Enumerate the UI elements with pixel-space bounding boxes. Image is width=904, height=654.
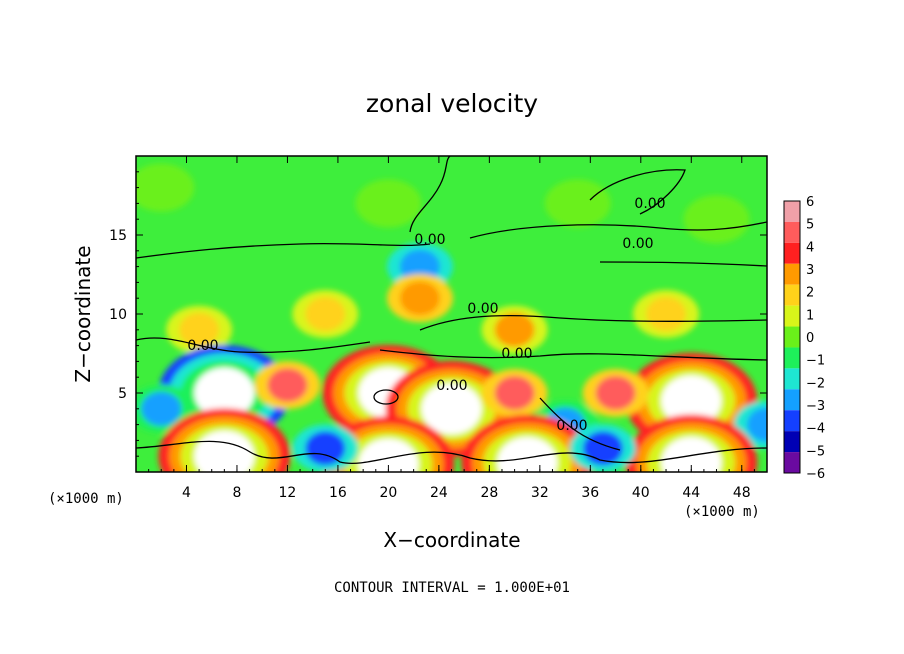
field-core (494, 376, 535, 410)
contour-line (539, 397, 621, 451)
field-core (497, 437, 558, 472)
field-core (358, 438, 419, 472)
colorbar: 6 5 4 3 2 1 0 −1 −2 −3 −4 −5 −6 (783, 195, 825, 482)
colorbar-tick-label: −5 (806, 444, 825, 459)
x-tick-label: 16 (329, 485, 347, 501)
field-core (267, 368, 308, 403)
velocity-field (136, 163, 767, 472)
x-tick-label: 4 (182, 485, 191, 501)
colorbar-swatch (784, 263, 800, 285)
colorbar-tick-label: −4 (806, 422, 825, 437)
colorbar-swatch (784, 368, 800, 390)
colorbar-tick-label: −2 (806, 376, 825, 391)
contour-label: 0.00 (436, 378, 467, 394)
x-tick-label: 48 (733, 485, 751, 501)
x-tick-label: 44 (682, 485, 700, 501)
contour-line (469, 221, 767, 239)
colorbar-swatch (784, 201, 800, 222)
x-tick-label: 28 (480, 485, 498, 501)
contour-line (136, 337, 371, 354)
contour-line (409, 156, 451, 233)
field-core (646, 297, 687, 331)
y-tick-label: 5 (118, 386, 127, 402)
field-core (305, 297, 346, 331)
x-tick-label: 20 (379, 485, 397, 501)
colorbar-tick-label: −6 (806, 467, 825, 482)
field-core (595, 376, 636, 410)
field-core (194, 367, 255, 419)
contour-line (136, 440, 767, 464)
contour-label: 0.00 (414, 232, 445, 248)
contour-labels: 0.00 0.00 0.00 0.00 0.00 0.00 0.00 0.00 (187, 196, 665, 434)
field-core (368, 186, 409, 221)
y-tick-label: 10 (109, 307, 127, 323)
contour-label: 0.00 (622, 236, 653, 252)
colorbar-tick-label: 6 (806, 195, 814, 210)
colorbar-swatch (784, 410, 800, 432)
y-tick-label: 15 (109, 228, 127, 244)
x-unit-left: (×1000 m) (48, 491, 124, 507)
colorbar-tick-label: 2 (806, 286, 814, 301)
contour-interval-note: CONTOUR INTERVAL = 1.000E+01 (334, 580, 570, 596)
contour-label: 0.00 (556, 418, 587, 434)
field-core (494, 312, 535, 347)
contour-label: 0.00 (501, 346, 532, 362)
y-axis-label: Z−coordinate (71, 245, 95, 382)
contour-line (373, 389, 399, 405)
colorbar-tick-label: 3 (806, 263, 814, 278)
zero-contours (136, 156, 767, 464)
colorbar-tick-label: −1 (806, 354, 825, 369)
contour-label: 0.00 (634, 196, 665, 212)
colorbar-swatch (784, 452, 800, 473)
contour-label: 0.00 (467, 301, 498, 317)
colorbar-tick-label: −3 (806, 399, 825, 414)
plot-field: 0.00 0.00 0.00 0.00 0.00 0.00 0.00 0.00 (136, 156, 767, 472)
colorbar-swatch (784, 389, 800, 411)
colorbar-tick-label: 5 (806, 218, 814, 233)
colorbar-tick-label: 1 (806, 308, 814, 323)
y-axis: 5 10 15 (109, 171, 767, 457)
contour-label: 0.00 (187, 338, 218, 354)
x-axis: 4 8 12 16 20 24 28 32 36 40 44 48 (148, 156, 755, 501)
colorbar-swatch (784, 284, 800, 306)
x-tick-label: 40 (632, 485, 650, 501)
colorbar-swatch (784, 242, 800, 264)
colorbar-tick-label: 4 (806, 240, 814, 255)
field-core (399, 281, 440, 316)
field-core (141, 391, 182, 426)
field-core (661, 437, 722, 472)
x-tick-label: 36 (581, 485, 599, 501)
colorbar-swatch (784, 221, 800, 243)
colorbar-swatch (784, 305, 800, 327)
x-axis-label: X−coordinate (383, 528, 520, 552)
x-tick-label: 8 (232, 485, 241, 501)
field-core (696, 202, 737, 237)
colorbar-swatch (784, 347, 800, 369)
field-core (305, 431, 346, 466)
field-core (661, 375, 722, 427)
field-core (557, 186, 598, 221)
x-unit-right: (×1000 m) (684, 504, 760, 520)
colorbar-swatch (784, 431, 800, 453)
chart-title: zonal velocity (366, 89, 538, 118)
x-tick-label: 24 (430, 485, 448, 501)
field-core (141, 170, 182, 205)
contour-line (379, 349, 767, 361)
contour-line (136, 242, 431, 259)
contour-line (589, 169, 686, 215)
colorbar-frame (783, 200, 801, 474)
field-core (399, 249, 440, 284)
contour-line (419, 315, 767, 331)
field-core (747, 407, 767, 442)
x-tick-label: 32 (531, 485, 549, 501)
field-core (194, 430, 255, 472)
colorbar-tick-label: 0 (806, 331, 814, 346)
colorbar-swatch (784, 326, 800, 348)
x-tick-label: 12 (279, 485, 297, 501)
field-core (421, 383, 482, 435)
field-core (179, 312, 220, 347)
contour-line (599, 261, 767, 267)
